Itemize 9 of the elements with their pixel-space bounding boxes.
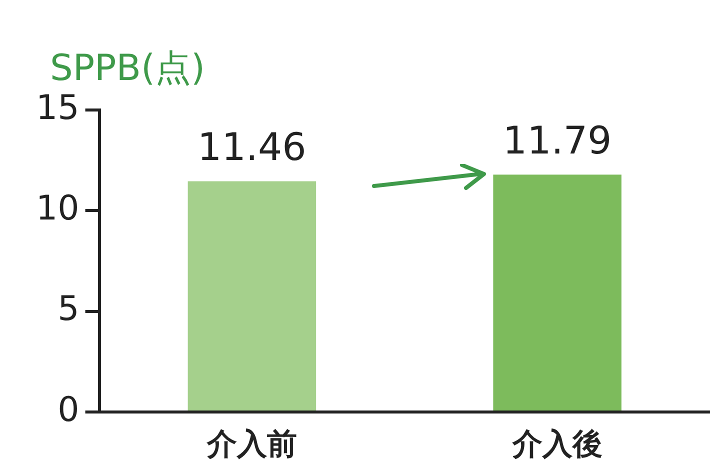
y-axis-title: SPPB(点): [50, 48, 206, 89]
y-tick-label: 15: [36, 88, 80, 128]
y-tick-label: 5: [58, 289, 80, 330]
x-tick-label: 介入前: [206, 426, 297, 462]
data-label: 11.46: [198, 125, 306, 170]
y-tick-label: 0: [58, 390, 80, 430]
data-label: 11.79: [502, 118, 612, 163]
x-tick-label: 介入後: [511, 426, 602, 462]
y-tick-label: 10: [36, 188, 80, 228]
